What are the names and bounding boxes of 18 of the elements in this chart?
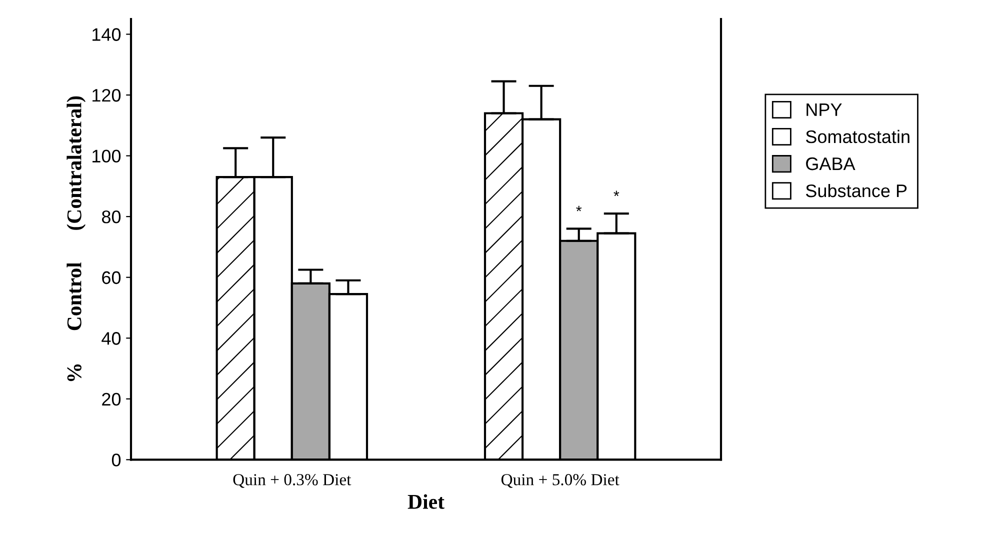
y-tick-label: 140	[92, 28, 121, 41]
y-tick-label: 100	[92, 150, 121, 163]
y-tick-label: 80	[102, 210, 121, 224]
legend-label: GABA	[806, 157, 856, 170]
y-tick-label: 120	[92, 88, 121, 102]
x-tick-label: Quin + 5.0% Diet	[501, 474, 620, 488]
legend-label: NPY	[806, 104, 842, 116]
x-axis-title: Diet	[408, 494, 444, 509]
data-label: *	[614, 190, 620, 196]
y-tick-label: 40	[102, 332, 121, 345]
y-tick-label: 20	[102, 392, 121, 406]
y-tick-label: 60	[102, 271, 121, 284]
y-axis-title: % Control (Contralateral)	[66, 96, 86, 382]
x-tick-label: Quin + 0.3% Diet	[233, 474, 352, 488]
data-label: *	[576, 206, 582, 212]
legend-label: Somatostatin	[806, 130, 910, 144]
legend-label: Substance P	[806, 184, 907, 198]
y-tick-label: 0	[112, 454, 121, 466]
